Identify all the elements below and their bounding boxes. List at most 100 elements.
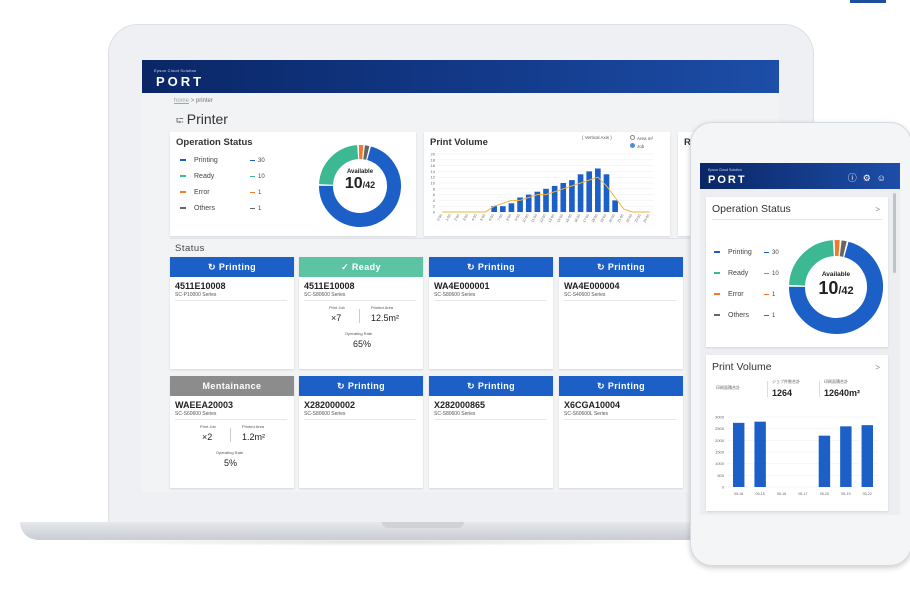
printer-model: SC-P10000 Series [175,292,217,298]
sync-icon: ↻ [207,262,219,272]
y-tick-label: 16 [431,163,436,168]
check-circle-icon: ✓ [341,262,352,272]
status-tile-bar: ↻ Printing [559,376,683,396]
legend-job[interactable]: Job [630,143,653,151]
legend-swatch [714,314,720,317]
x-tick-label: 15:00 [565,214,573,224]
legend-count: 1 [250,206,261,212]
count-swatch [250,191,255,193]
help-icon[interactable]: ⓘ [847,173,863,183]
status-tile[interactable]: ↻ Printing X282000002 SC-S80600 Series [299,376,423,488]
legend-count: 30 [764,250,779,256]
legend-swatch [714,293,720,296]
bar[interactable] [569,180,575,212]
app-logo[interactable]: PORT [156,74,205,89]
legend-label: Error [194,189,210,196]
app-header: Epson Cloud Solution PORT [142,60,779,93]
x-tick-label: 05-20 [820,492,829,496]
x-tick-label: 05-18 [777,492,786,496]
donut-slice-others [839,240,847,257]
phone-scrollbar[interactable] [893,193,896,273]
ph-legend-others: Others [714,312,749,319]
status-tile[interactable]: ↻ Printing WA4E000001 SC-S80600 Series [429,257,553,369]
status-tile[interactable]: Mentainance WAEEA20003 SC-S60600 Series Pri… [170,376,294,488]
phone-stat-sep-2 [819,381,820,397]
legend-label: Ready [728,270,749,277]
printer-model: SC-S80600 Series [434,292,476,298]
bar[interactable] [534,191,541,212]
ph-legend-error: Error [714,291,744,298]
operating-rate-value: 5% [224,458,238,468]
gear-icon[interactable]: ⚙ [862,173,877,183]
phone-print-volume-card[interactable]: Print Volume > 印刷面積合計 ジョブ件数合計 1264 印刷面積合… [706,355,888,511]
x-tick-label: 05-22 [863,492,872,496]
status-tile-bar: Mentainance [170,376,294,396]
tile-divider [564,419,676,420]
stat-separator [230,428,231,442]
op-legend-error: Error [180,189,210,196]
status-tile[interactable]: ↻ Printing 4511E10008 SC-P10000 Series [170,257,294,369]
print-volume-card[interactable]: Print Volume ( Vertical Axis ) Area m² J… [424,132,670,236]
bar[interactable] [840,426,852,487]
stat-separator [359,309,360,323]
phone-op-title-underline [712,219,882,220]
y-tick-label: 0 [433,210,436,215]
bar[interactable] [861,425,873,487]
bar[interactable] [595,168,601,213]
phone-print-volume-title: Print Volume [712,361,772,373]
op-legend-printing: Printing [180,157,218,164]
user-icon[interactable]: ☺ [876,173,892,183]
y-tick-label: 8 [433,186,436,191]
legend-swatch [714,251,720,254]
x-tick-label: 14:00 [556,214,564,224]
bar[interactable] [586,171,593,212]
phone-operation-status-card[interactable]: Operation Status > Printing 30 Ready 10 Erro… [706,197,888,347]
status-tile[interactable]: ✓ Ready 4511E10008 SC-S80600 Series Print J… [299,257,423,369]
status-tile[interactable]: ↻ Printing X282000865 SC-S80600 Series [429,376,553,488]
bar[interactable] [603,174,610,212]
phone-donut-total: /42 [838,285,854,297]
breadcrumb-sep: > [190,98,195,104]
x-tick-label: 2:00 [454,214,461,222]
bar[interactable] [551,185,558,212]
bar[interactable] [612,200,618,212]
chevron-right-icon[interactable]: > [875,205,880,214]
bar[interactable] [733,422,745,487]
bar[interactable] [754,421,766,487]
phone-stat-2: ジョブ件数合計 1264 [772,379,800,398]
phone-print-volume-chart: 0 500 1000 1500 2000 2500 3000 05-16 05-15 05-18 0… [715,415,878,496]
donut-slice-ready [789,240,835,287]
bar[interactable] [560,183,567,212]
x-tick-label: 23:00 [634,214,642,224]
sync-icon: ↻ [466,262,478,272]
phone-donut-value-row: 10/42 [801,278,871,299]
legend-count: 1 [764,313,775,319]
status-tile[interactable]: ↻ Printing WA4E000004 SC-S40600 Series [559,257,683,369]
phone-stat-2-value: 1264 [772,388,793,398]
status-tile[interactable]: ↻ Printing X6CGA10004 SC-S60600L Series [559,376,683,488]
print-volume-axis-caption: ( Vertical Axis ) [582,135,612,140]
chevron-right-icon[interactable]: > [875,363,880,372]
operation-status-card[interactable]: Operation Status Printing 30 Ready 10 Error 1… [170,132,416,236]
status-tile-bar: ↻ Printing [299,376,423,396]
legend-count: 10 [764,271,779,277]
printer-model: SC-S40600 Series [564,292,606,298]
x-tick-label: 18:00 [591,214,599,224]
printer-model: SC-S80600 Series [304,292,346,298]
bar[interactable] [525,194,532,212]
phone-header-icons: ⓘ⚙☺ [848,171,892,184]
legend-area[interactable]: Area m² [630,135,653,143]
phone-app-logo[interactable]: PORT [708,174,747,186]
bar[interactable] [577,174,584,212]
printer-id: WAEEA20003 [175,400,234,410]
bar[interactable] [499,206,506,212]
bar[interactable] [818,435,831,487]
bar[interactable] [491,206,497,212]
legend-swatch [180,175,186,178]
bar[interactable] [543,188,549,212]
bar[interactable] [508,203,515,212]
breadcrumb-home[interactable]: home [174,98,190,104]
bar[interactable] [517,197,523,213]
sync-icon: ↻ [596,262,608,272]
